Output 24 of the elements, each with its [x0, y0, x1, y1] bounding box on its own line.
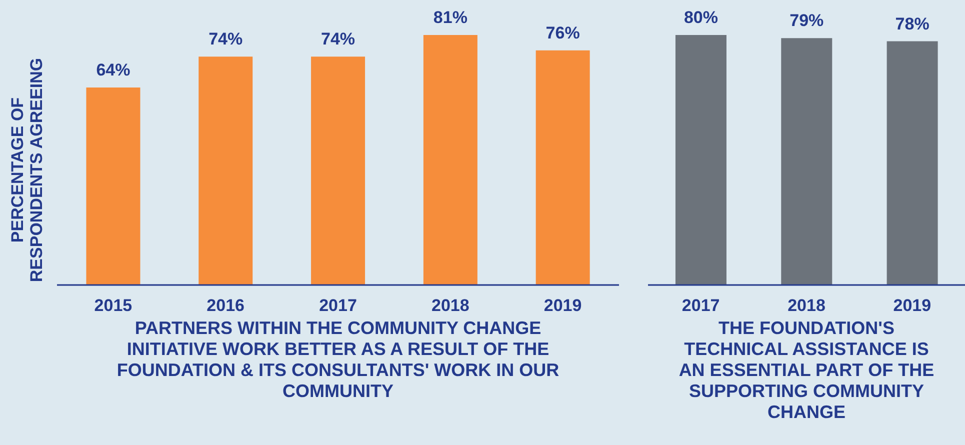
data-label: 80%	[684, 8, 718, 27]
x-tick-label: 2017	[682, 296, 720, 316]
x-tick-label: 2018	[788, 296, 826, 316]
data-label: 78%	[895, 14, 930, 34]
data-label: 74%	[208, 30, 243, 49]
x-axis-title: THE FOUNDATION'S TECHNICAL ASSISTANCE IS AN ESSENTIAL PART OF THE SUPPORTING COMMUNITY CHANGE	[678, 318, 936, 423]
x-tick-label: 2017	[319, 296, 357, 316]
data-label: 79%	[790, 11, 824, 30]
x-tick-label: 2019	[893, 296, 932, 316]
x-tick-label: 2019	[544, 296, 582, 316]
x-tick-label: 2016	[206, 296, 245, 316]
bar	[536, 50, 590, 285]
x-tick-label: 2018	[431, 296, 470, 316]
bar	[86, 87, 140, 285]
data-label: 76%	[546, 23, 580, 42]
data-label: 74%	[321, 30, 356, 49]
x-tick-label: 2015	[94, 296, 132, 316]
bar	[198, 56, 253, 285]
y-axis-title: PERCENTAGE OF RESPONDENTS AGREEING	[8, 56, 46, 284]
data-label: 64%	[96, 60, 130, 80]
bar	[311, 56, 366, 285]
data-label: 81%	[433, 8, 468, 27]
x-axis-title: PARTNERS WITHIN THE COMMUNITY CHANGE INITIATIVE WORK BETTER AS A RESULT OF THE FOUNDATION & ITS CONSULTANTS' WORK IN OUR COMMUNITY	[116, 318, 560, 402]
bar	[423, 35, 478, 285]
